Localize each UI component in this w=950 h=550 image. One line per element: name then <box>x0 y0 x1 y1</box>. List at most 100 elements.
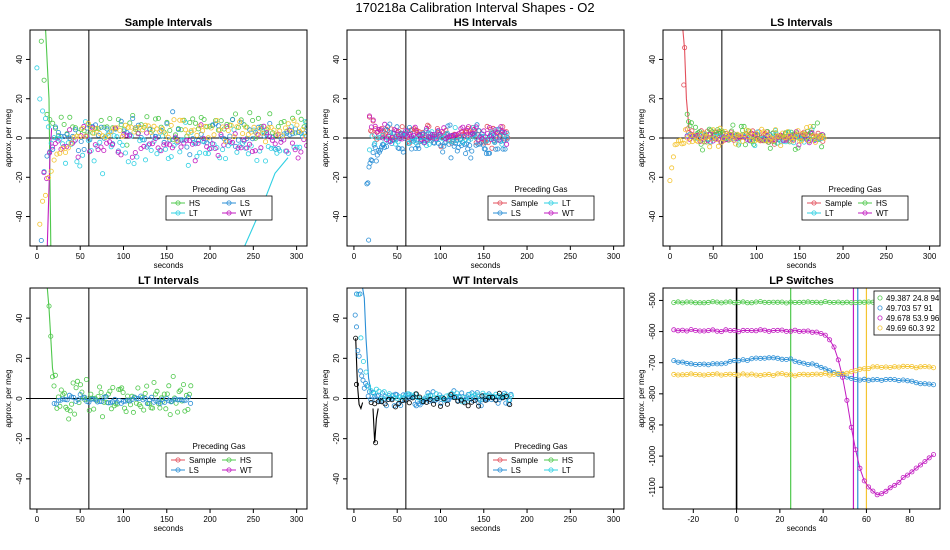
legend-swatch-marker <box>497 467 503 473</box>
data-point <box>504 136 510 142</box>
data-point <box>844 397 850 403</box>
legend-swatch-marker <box>497 457 503 463</box>
data-point <box>403 397 409 403</box>
y-tick-label: 40 <box>332 54 341 63</box>
data-point <box>185 394 191 400</box>
data-point <box>486 125 492 131</box>
data-point <box>731 327 737 333</box>
x-tick-label: 40 <box>819 515 828 524</box>
data-point <box>245 131 251 137</box>
data-point <box>48 333 54 339</box>
data-point <box>161 139 167 145</box>
data-point <box>64 406 70 412</box>
data-point <box>195 126 201 132</box>
legend-swatch-marker <box>175 467 181 473</box>
x-tick-label: 250 <box>247 252 261 261</box>
data-point <box>818 364 824 370</box>
data-point <box>302 119 307 125</box>
data-point <box>192 158 198 164</box>
series-line <box>673 357 934 386</box>
data-point <box>266 134 272 140</box>
data-point <box>55 129 61 135</box>
series-line <box>673 365 934 377</box>
data-point <box>97 139 103 145</box>
data-point <box>133 400 139 406</box>
data-point <box>154 388 160 394</box>
plot-area <box>347 288 624 509</box>
y-axis-label: approx. per meg <box>637 109 646 167</box>
data-point <box>683 127 689 133</box>
y-tick-label: -600 <box>648 323 657 340</box>
data-point <box>110 384 116 390</box>
data-point <box>462 394 468 400</box>
legend-entry: WT <box>562 209 575 218</box>
data-point <box>382 401 388 407</box>
data-point <box>68 140 74 146</box>
data-point <box>184 144 190 150</box>
data-point <box>779 371 785 377</box>
data-point <box>413 391 419 397</box>
data-point <box>802 132 808 138</box>
data-point <box>168 122 174 128</box>
data-point <box>240 131 246 137</box>
x-tick-label: 100 <box>117 515 131 524</box>
data-point <box>232 131 238 137</box>
data-point <box>230 117 236 123</box>
data-point <box>495 393 501 399</box>
figure-title: 170218a Calibration Interval Shapes - O2 <box>355 0 594 15</box>
data-point <box>152 136 158 142</box>
x-tick-label: 300 <box>290 252 304 261</box>
data-point <box>368 400 374 406</box>
data-point <box>498 124 504 130</box>
data-point <box>246 141 252 147</box>
data-point <box>373 440 379 446</box>
data-point <box>97 398 103 404</box>
data-point <box>111 133 117 139</box>
plot-area <box>30 30 307 246</box>
data-point <box>111 125 117 131</box>
data-point <box>92 142 98 148</box>
data-point <box>188 383 194 389</box>
data-point <box>100 171 106 177</box>
x-axis-label: seconds <box>154 524 184 533</box>
data-point <box>154 126 160 132</box>
data-point <box>741 123 747 129</box>
data-point <box>368 397 374 403</box>
data-point <box>486 150 492 156</box>
data-point <box>83 376 89 382</box>
data-point <box>197 150 203 156</box>
data-point <box>165 134 171 140</box>
data-point <box>402 394 408 400</box>
data-point <box>438 401 444 407</box>
data-point <box>399 398 405 404</box>
data-point <box>40 108 46 114</box>
data-point <box>454 390 460 396</box>
data-point <box>468 136 474 142</box>
data-point <box>275 124 281 130</box>
data-point <box>804 125 810 131</box>
data-point <box>38 237 44 243</box>
data-point <box>388 130 394 136</box>
y-tick-label: -20 <box>648 171 657 183</box>
legend-swatch-marker <box>548 467 554 473</box>
data-point <box>56 397 62 403</box>
legend-swatch-marker <box>548 457 554 463</box>
legend: Preceding Gas Sample HS LS WT <box>165 442 273 478</box>
data-point <box>468 155 474 161</box>
data-point <box>760 129 766 135</box>
legend: Preceding Gas Sample LT LS WT <box>487 185 595 221</box>
data-point <box>91 130 97 136</box>
data-point <box>723 360 729 366</box>
panel-title: LT Intervals <box>138 275 199 287</box>
data-point <box>250 136 256 142</box>
data-point <box>118 118 124 124</box>
data-point <box>205 135 211 141</box>
data-point <box>805 137 811 143</box>
data-point <box>125 159 131 165</box>
x-tick-label: 300 <box>923 252 937 261</box>
data-point <box>292 147 298 153</box>
data-point <box>167 127 173 133</box>
data-point <box>237 119 243 125</box>
data-point <box>78 382 84 388</box>
data-point <box>486 394 492 400</box>
